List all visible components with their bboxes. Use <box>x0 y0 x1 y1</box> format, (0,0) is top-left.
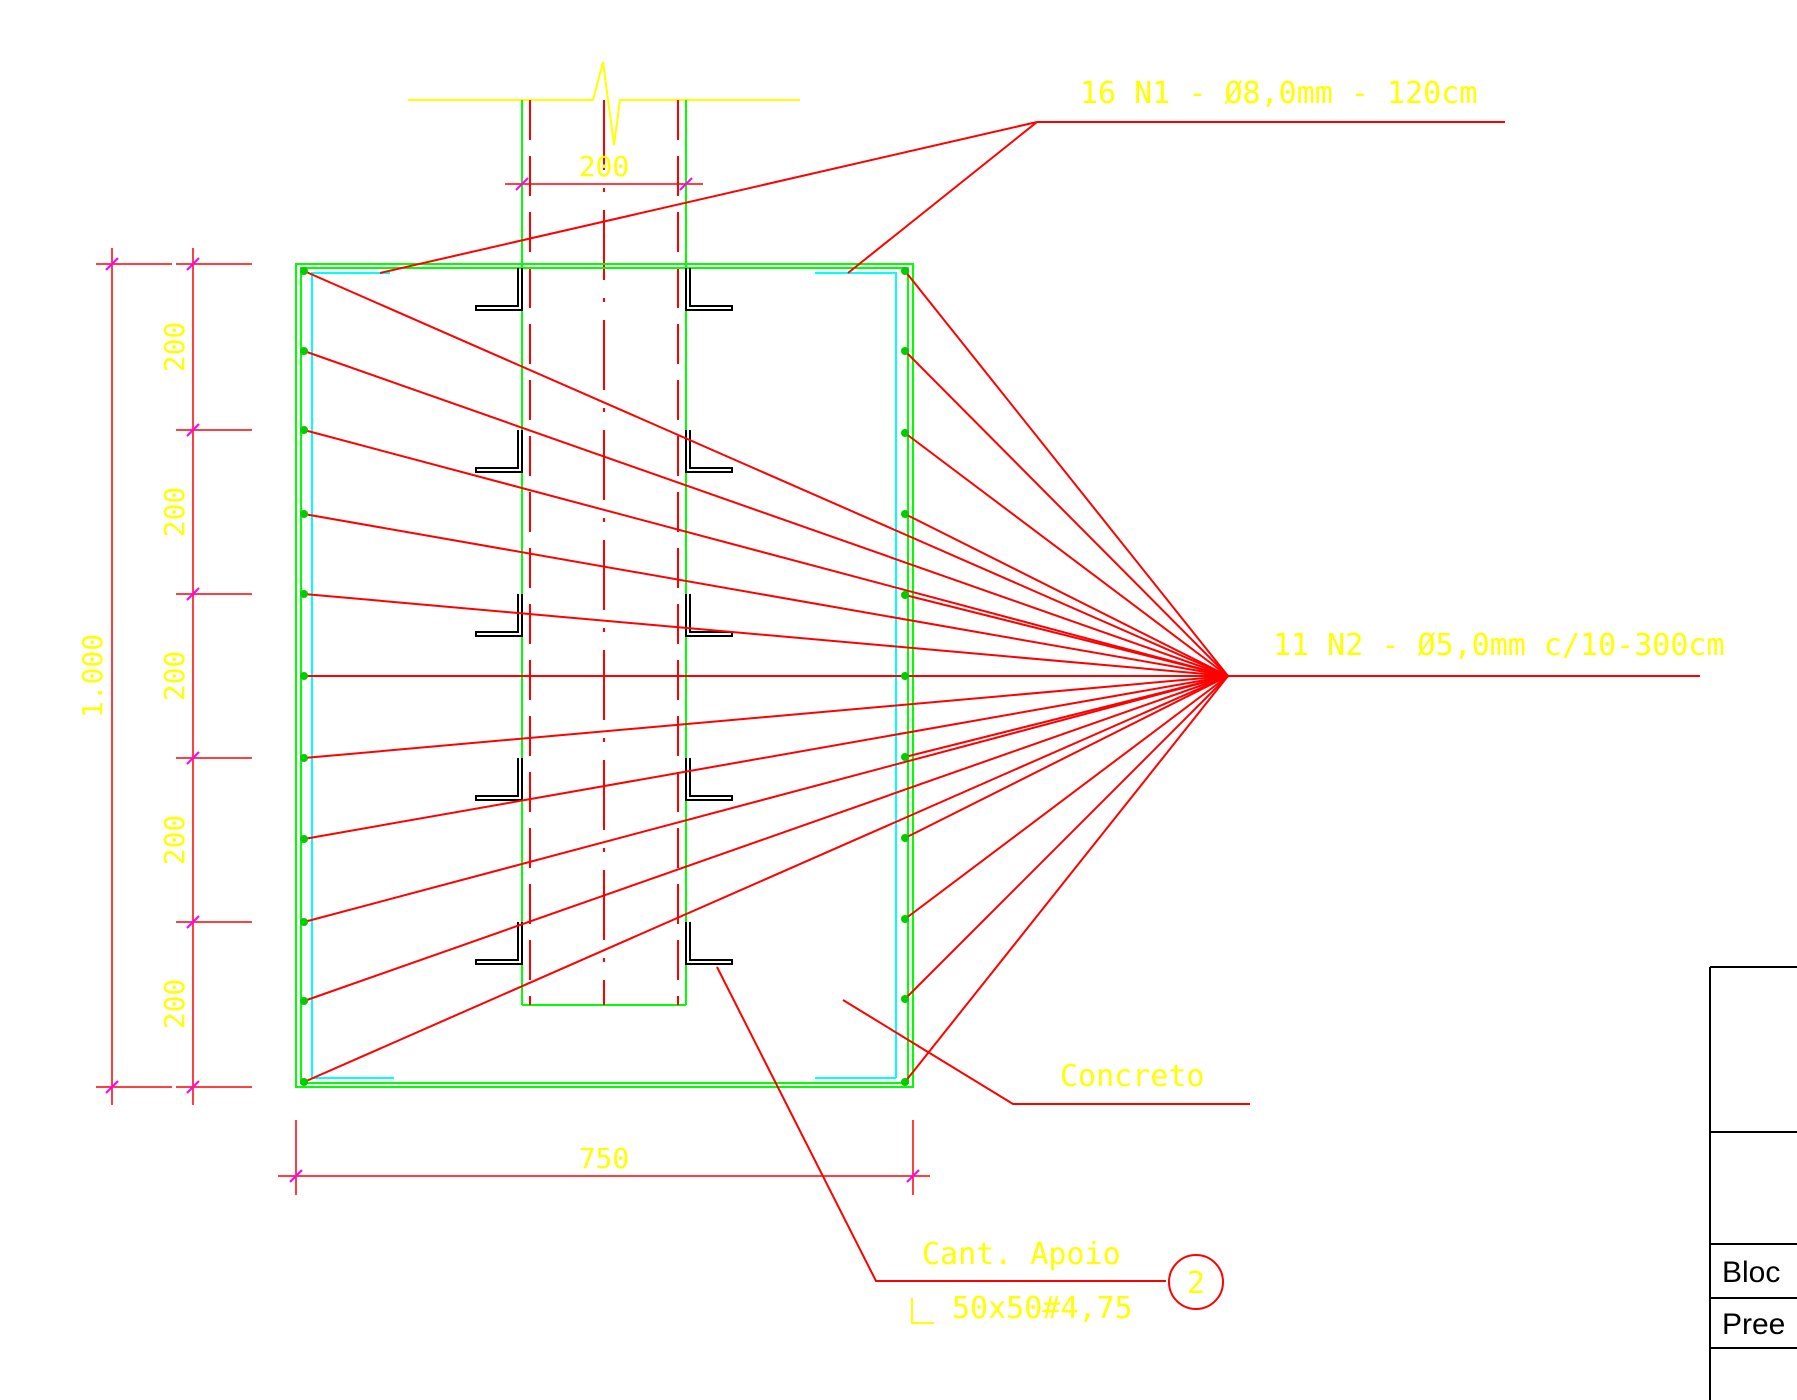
dimension-vertical-lines <box>96 248 252 1105</box>
rebar-dot <box>901 510 909 518</box>
steel-angle-right <box>685 594 733 637</box>
rebar-dot <box>300 997 308 1005</box>
rebar-dot <box>300 672 308 680</box>
steel-angle-right <box>685 430 733 473</box>
steel-angle-right <box>685 268 733 311</box>
rebar-dot <box>901 834 909 842</box>
rebar-dot <box>901 995 909 1003</box>
bar-leader-line <box>303 593 1229 677</box>
bar-leader-line <box>303 675 1229 840</box>
dimension-block-width-text: 750 <box>579 1142 630 1175</box>
bar-leader-line <box>904 675 1229 920</box>
bar-leader-line <box>303 675 1229 1002</box>
dimension-segment-4-text: 200 <box>158 815 191 866</box>
bar-leader-lines <box>303 270 1229 1083</box>
dimension-column-width-text: 200 <box>579 150 630 183</box>
title-block-row-1: Bloc <box>1722 1256 1780 1289</box>
steel-angle-left <box>475 758 523 801</box>
n1-label: 16 N1 - Ø8,0mm - 120cm <box>1080 76 1477 111</box>
rebar-dot <box>901 591 909 599</box>
dimension-segment-5-text: 200 <box>158 979 191 1030</box>
bar-leader-line <box>904 270 1229 677</box>
rebar-dot <box>901 267 909 275</box>
steel-angle-left <box>475 268 523 311</box>
rebar-dot <box>901 347 909 355</box>
bar-leader-line <box>303 429 1229 677</box>
n1-leader <box>379 121 1505 274</box>
bar-leader-line <box>904 675 1229 1000</box>
bar-leader-line <box>303 675 1229 759</box>
rebar-dot <box>300 918 308 926</box>
rebar-dot <box>300 835 308 843</box>
dimension-column-width-ticks <box>515 177 693 191</box>
bar-leader-line <box>303 513 1229 677</box>
support-title-label: Cant. Apoio <box>922 1237 1121 1272</box>
rebar-dot <box>901 429 909 437</box>
rebar-dot <box>901 915 909 923</box>
rebar-dot <box>300 1078 308 1086</box>
rebar-dot <box>300 510 308 518</box>
bar-leader-line <box>303 350 1229 677</box>
title-block <box>1709 966 1797 1400</box>
steel-angle-left <box>475 594 523 637</box>
steel-angle-right <box>685 922 733 965</box>
rebar-dot <box>300 590 308 598</box>
steel-angles <box>475 268 733 965</box>
dimension-vertical-ticks <box>105 257 200 1094</box>
dimension-segment-3-text: 200 <box>158 651 191 702</box>
column-break-line <box>408 61 800 146</box>
title-block-row-2: Pree <box>1722 1308 1785 1341</box>
bar-leader-line <box>303 675 1229 923</box>
concrete-leader <box>842 999 1250 1105</box>
rebar-dot <box>901 753 909 761</box>
rebar-dot <box>300 754 308 762</box>
dimension-segment-2-text: 200 <box>158 487 191 538</box>
support-leader <box>716 966 1224 1310</box>
dimension-block-width <box>278 1120 930 1195</box>
n2-label: 11 N2 - Ø5,0mm c/10-300cm <box>1273 628 1725 663</box>
rebar-dot <box>300 267 308 275</box>
support-marker-number: 2 <box>1187 1266 1205 1301</box>
bar-leader-line <box>904 675 1229 1083</box>
rebar-dot <box>901 672 909 680</box>
rebar-dots <box>300 267 909 1086</box>
dimension-block-width-ticks <box>289 1169 920 1183</box>
steel-angle-left <box>475 430 523 473</box>
rebar-dot <box>300 347 308 355</box>
rebar-dot <box>901 1078 909 1086</box>
bar-leader-line <box>904 350 1229 677</box>
rebar-dot <box>300 426 308 434</box>
angle-symbol-icon <box>911 1298 934 1324</box>
bar-leader-line <box>904 513 1229 677</box>
column-hidden-lines <box>529 100 679 1005</box>
steel-angle-left <box>475 922 523 965</box>
bar-leader-line <box>904 675 1229 758</box>
concrete-label: Concreto <box>1060 1059 1205 1094</box>
bar-leader-line <box>904 675 1229 839</box>
dimension-total-height-text: 1.000 <box>76 634 109 718</box>
bar-leader-line <box>303 270 1229 677</box>
bar-leader-line <box>303 675 1229 1083</box>
stirrups <box>311 272 897 1079</box>
steel-angle-right <box>685 758 733 801</box>
bar-leader-line <box>904 432 1229 677</box>
support-profile-label: 50x50#4,75 <box>952 1291 1133 1326</box>
dimension-segment-1-text: 200 <box>158 322 191 373</box>
bar-leader-line <box>904 594 1229 677</box>
